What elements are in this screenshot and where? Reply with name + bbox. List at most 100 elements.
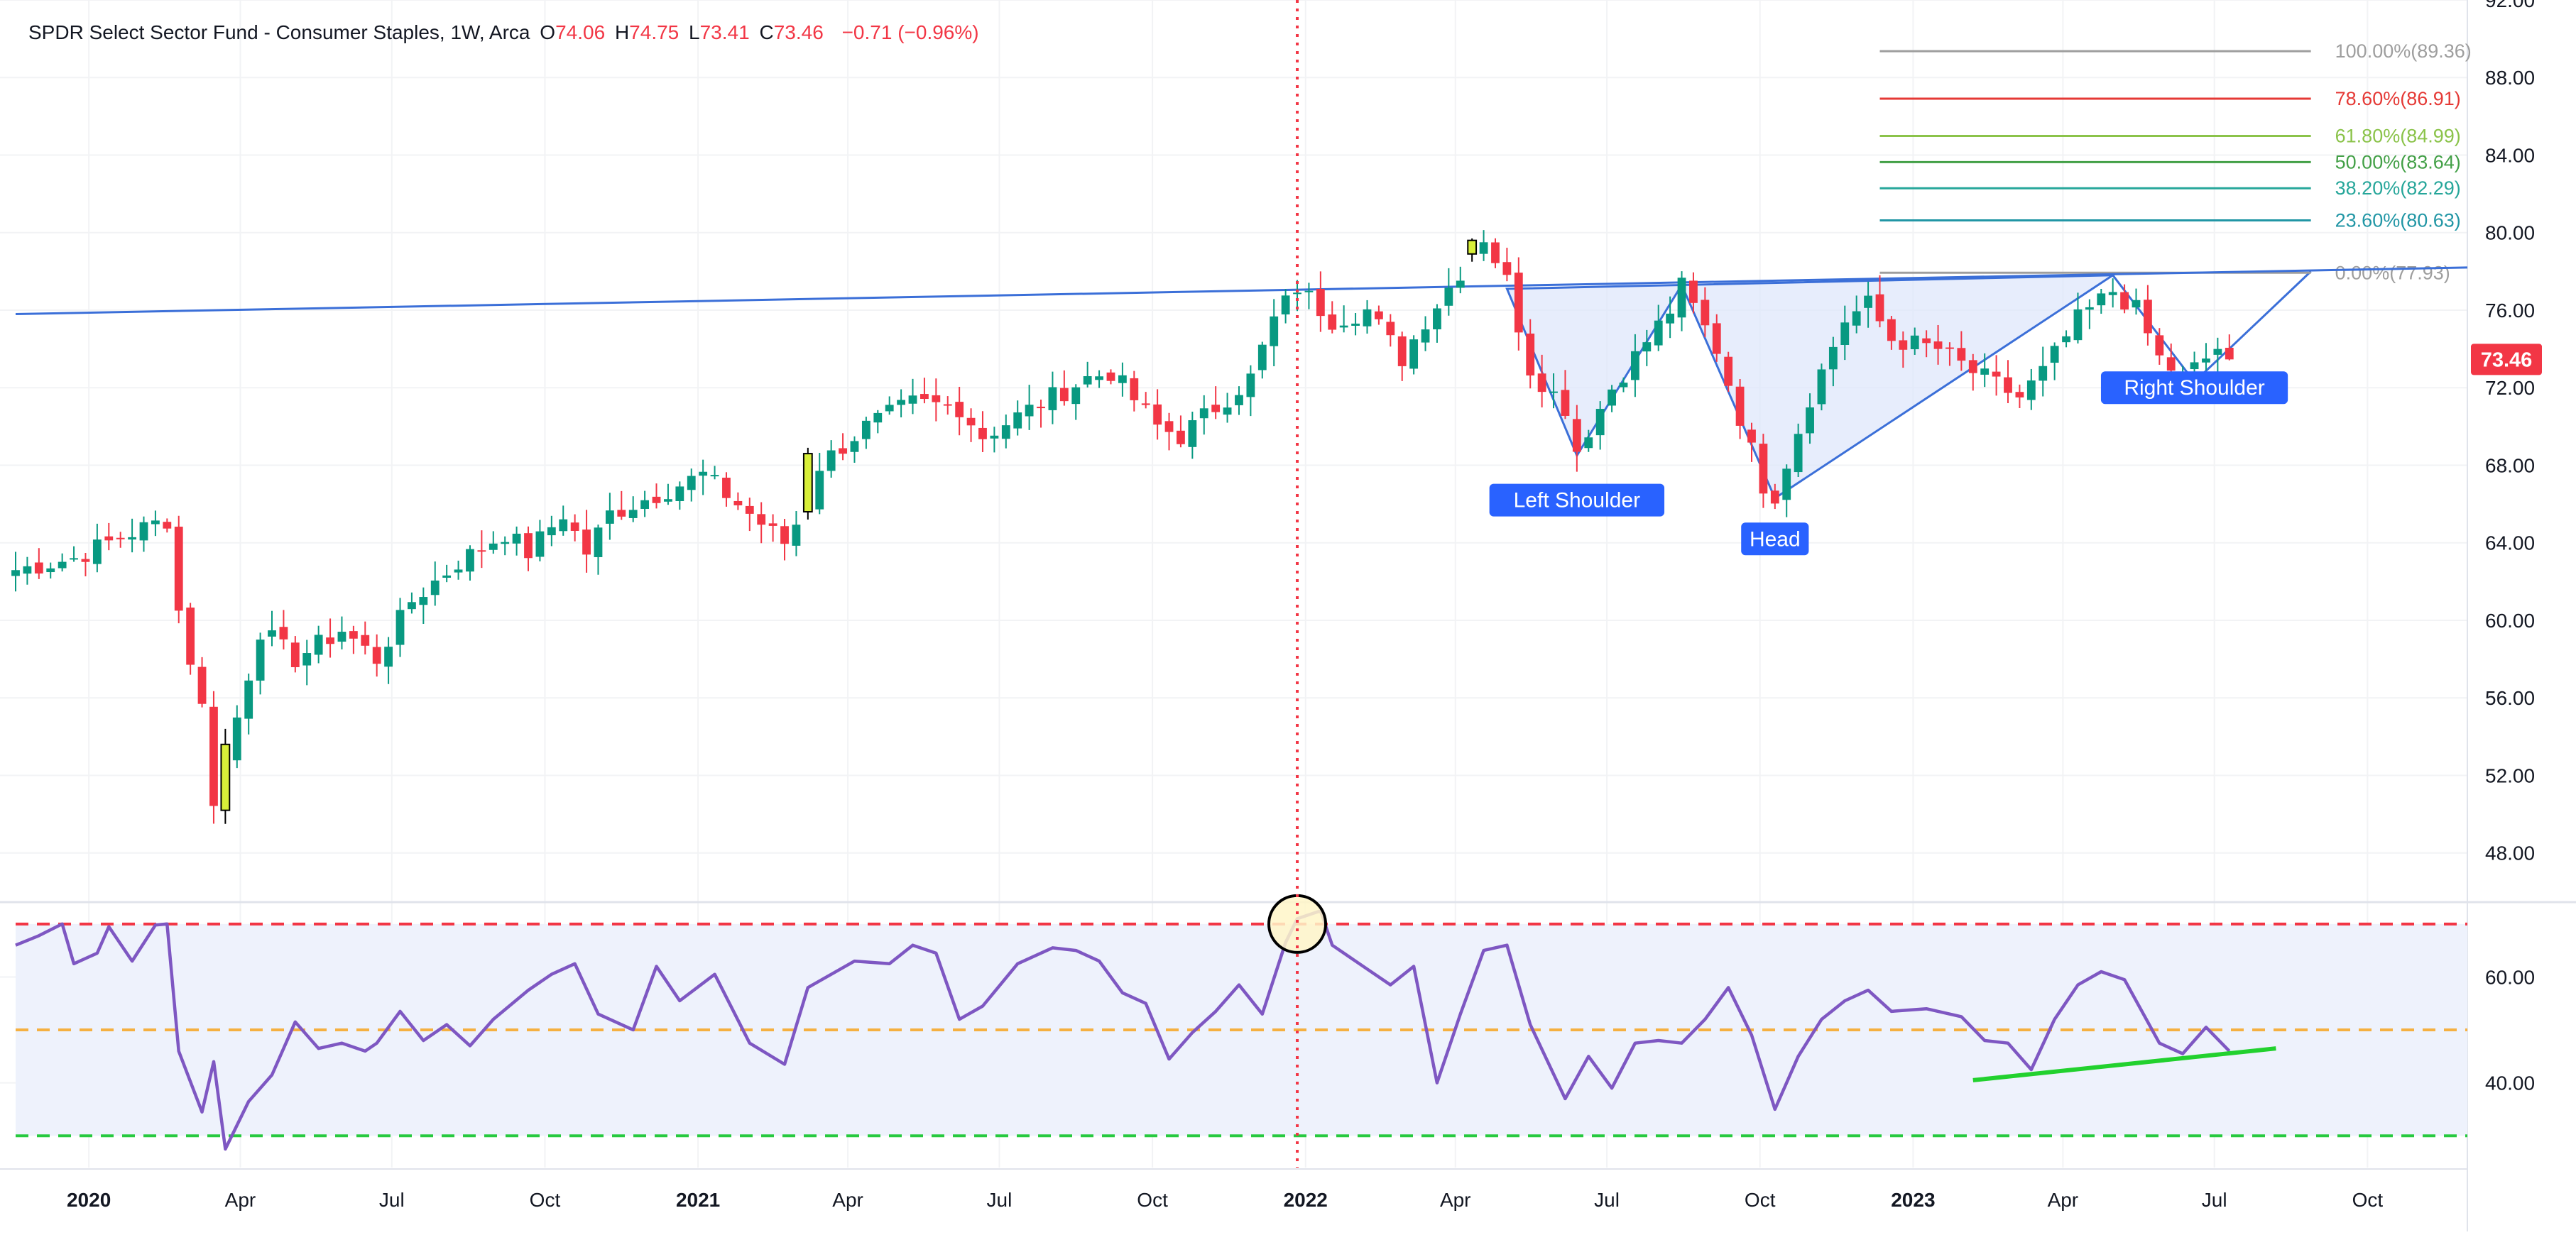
fibonacci-retracement: 100.00%(89.36) 78.60%(86.91) 61.80%(84.99)… [1879,40,2472,283]
candle-body [1153,404,1162,425]
candle [1922,330,1931,358]
candle [1048,371,1057,424]
candle [1037,399,1045,428]
candle-body [1817,369,1826,405]
candle [372,634,381,677]
candle [384,637,393,684]
candle [1013,400,1022,436]
time-axis-tick: Apr [1440,1189,1471,1211]
open-value: 74.06 [555,21,606,43]
candle [1887,316,1896,350]
candle-body [722,478,731,498]
time-axis-tick: Jul [2202,1189,2227,1211]
candle-body [861,420,871,439]
candle-body [1130,378,1139,400]
candle [1724,351,1733,393]
symbol-header: SPDR Select Sector Fund - Consumer Stapl… [28,17,979,48]
candle [419,587,428,624]
candle [955,387,964,436]
candle [349,625,358,654]
price-axis-tick: 64.00 [2485,532,2535,554]
candle [326,618,334,658]
rsi-line [15,909,2231,1151]
candle-body [46,568,55,573]
candle-body [1444,287,1453,306]
candle-body [197,666,207,704]
candle-body [501,542,510,544]
candle-body [128,537,137,540]
candle-body [2004,377,2012,393]
candle [151,510,160,537]
candle-body [2120,292,2129,310]
candle [430,561,440,606]
candle [570,514,579,542]
candle [1933,324,1943,365]
candle [1712,314,1721,362]
candle [1526,319,1535,389]
candle [652,483,661,509]
candle-body [489,543,498,550]
candle [1875,275,1884,328]
candle [1188,411,1197,459]
pattern-label: Head [1741,522,1809,556]
candle-body [2085,307,2094,310]
candle-body [2132,300,2141,308]
candle-body [2155,335,2164,356]
candle [1701,287,1710,338]
candle [1374,305,1383,325]
candle [582,510,591,573]
candle [861,417,871,449]
candle-body [1270,316,1279,346]
candle-body [617,510,626,517]
candle [361,621,370,655]
candle-body [1608,389,1616,406]
candle-body [1584,437,1593,449]
candle-body [652,496,661,503]
candle [885,396,894,415]
candle [1689,272,1698,314]
candle-body [1759,444,1768,494]
candle-body [1397,336,1407,366]
candle-body [1724,356,1733,386]
time-axis-tick: 2021 [676,1189,720,1211]
price-axis-tick: 60.00 [2485,610,2535,632]
candle [1980,353,1990,388]
candle [1199,395,1208,435]
candle [1328,301,1337,334]
candle [70,546,78,562]
candle [1141,392,1150,409]
candle-body [1899,340,1908,350]
candle [733,492,743,510]
candle-body [1689,280,1698,303]
candle-body [792,525,801,546]
candle-body [1922,338,1931,344]
time-axis-tick: Jul [1594,1189,1620,1211]
candle [1968,353,1977,391]
candle [1153,389,1162,440]
candle-body [1071,387,1081,405]
candle [197,657,207,708]
price-axis-tick: 72.00 [2485,377,2535,399]
candle-body [1677,278,1686,318]
fib-level-label: 78.60%(86.91) [2335,88,2461,109]
candle-body [1701,300,1710,326]
candle-body [2202,358,2210,363]
candle [1270,299,1279,366]
candle [2062,330,2070,348]
candle [2202,343,2210,370]
candle-body [1177,430,1185,444]
candle-body [535,531,545,557]
price-axis-tick: 76.00 [2485,300,2535,322]
candle [535,520,545,561]
candle-body [174,527,183,611]
candle [2050,342,2059,380]
candle [209,691,218,824]
candle [897,389,906,418]
candle-body [1630,351,1639,380]
candle [1363,300,1372,334]
candle-body [23,566,32,574]
candle [11,551,20,592]
candle [1747,422,1756,462]
candle [1409,335,1419,375]
